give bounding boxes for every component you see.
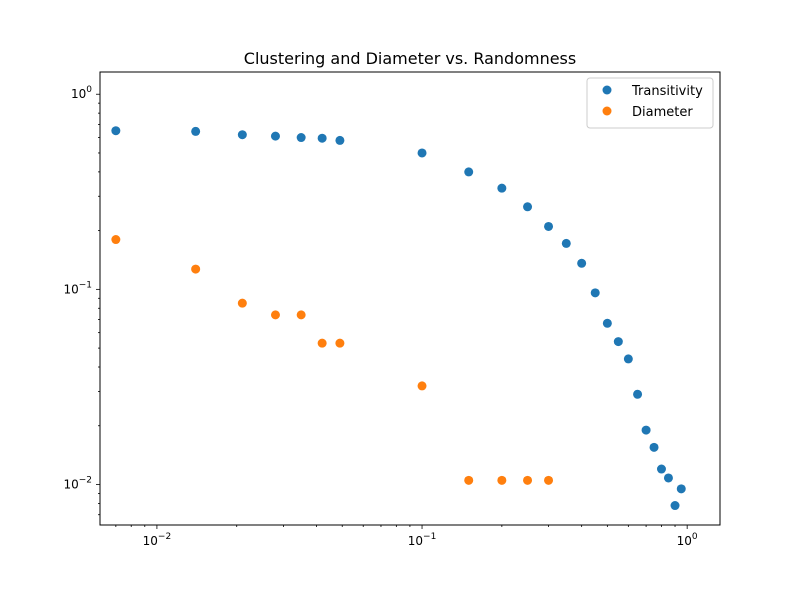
transitivity-point — [676, 484, 686, 494]
transitivity-point — [663, 473, 673, 483]
transitivity-point — [191, 126, 201, 136]
diameter-point — [237, 298, 247, 308]
diameter-point — [111, 235, 121, 245]
transitivity-point — [417, 148, 427, 158]
transitivity-point — [296, 133, 306, 143]
x-tick-label: 10−2 — [143, 532, 172, 548]
legend-label-transitivity: Transitivity — [631, 84, 703, 99]
diameter-point — [417, 381, 427, 391]
diameter-point — [464, 475, 474, 485]
transitivity-point — [561, 238, 571, 248]
transitivity-point — [544, 221, 554, 231]
plot-frame — [99, 71, 721, 526]
diameter-point — [191, 264, 201, 274]
diameter-point — [335, 338, 345, 348]
legend-label-diameter: Diameter — [632, 105, 693, 120]
diameter-point — [270, 310, 280, 320]
transitivity-point — [577, 258, 587, 268]
transitivity-point — [649, 442, 659, 452]
transitivity-point — [670, 501, 680, 511]
transitivity-point — [464, 167, 474, 177]
legend-marker-transitivity — [602, 85, 612, 95]
transitivity-point — [633, 389, 643, 399]
transitivity-point — [590, 288, 600, 298]
plot-area: 10−2 10−1 100 10−2 10−1 100 — [63, 85, 697, 548]
transitivity-point — [523, 202, 533, 212]
y-tick-label: 100 — [71, 85, 92, 101]
y-tick-label: 10−2 — [63, 475, 92, 491]
diameter-point — [544, 475, 554, 485]
x-tick-label: 10−1 — [408, 532, 437, 548]
x-tick-label: 100 — [677, 532, 698, 548]
transitivity-point — [237, 130, 247, 140]
transitivity-point — [270, 131, 280, 141]
legend-box — [586, 77, 714, 129]
legend-marker-diameter — [602, 106, 612, 116]
transitivity-point — [497, 183, 507, 193]
transitivity-point — [613, 337, 623, 347]
transitivity-point — [111, 126, 121, 136]
transitivity-point — [623, 354, 633, 364]
y-tick-label: 10−1 — [63, 280, 92, 296]
diameter-point — [296, 310, 306, 320]
transitivity-point — [335, 135, 345, 145]
transitivity-point — [602, 318, 612, 328]
diameter-point — [497, 475, 507, 485]
diameter-point — [317, 338, 327, 348]
legend: Transitivity Diameter — [586, 77, 714, 129]
diameter-point — [523, 475, 533, 485]
transitivity-point — [656, 464, 666, 474]
transitivity-point — [641, 425, 651, 435]
chart-title: Clustering and Diameter vs. Randomness — [244, 49, 576, 68]
transitivity-point — [317, 133, 327, 143]
